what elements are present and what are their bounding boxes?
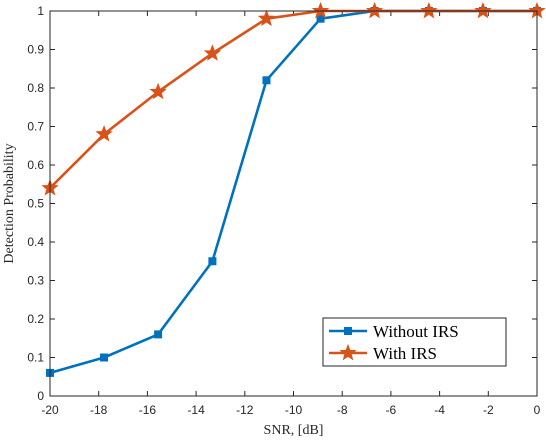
legend-label: Without IRS — [373, 322, 459, 341]
data-point — [203, 44, 222, 61]
y-axis-label: Detection Probability — [2, 143, 17, 263]
plot-frame — [49, 10, 538, 397]
y-tick-label: 0 — [37, 389, 44, 403]
data-point — [257, 9, 276, 27]
legend-label: With IRS — [373, 344, 437, 363]
x-tick-label: -20 — [41, 403, 59, 417]
legend: Without IRS With IRS — [322, 317, 507, 367]
y-tick-label: 0.2 — [27, 312, 44, 326]
x-tick-label: -2 — [483, 403, 494, 417]
data-point — [420, 1, 438, 19]
x-axis-label: SNR, [dB] — [264, 423, 324, 438]
x-tick-label: -18 — [90, 403, 108, 417]
y-tick-label: 0.9 — [27, 43, 44, 57]
y-tick-label: 0.7 — [27, 120, 44, 134]
legend-item: Without IRS — [329, 322, 459, 341]
legend-box — [322, 317, 507, 367]
legend-marker — [339, 343, 357, 361]
y-tick-label: 1 — [37, 4, 44, 18]
x-tick-label: -16 — [139, 403, 157, 417]
data-point — [311, 1, 330, 19]
y-tick-label: 0.6 — [27, 158, 44, 172]
data-point — [316, 14, 325, 23]
data-point — [365, 1, 384, 19]
x-tick-label: -10 — [285, 403, 303, 417]
y-tick-label: 0.4 — [27, 235, 44, 249]
data-point — [474, 1, 492, 19]
x-tick-label: -14 — [187, 403, 205, 417]
series-line — [49, 9, 537, 190]
y-tick-label: 0.3 — [27, 274, 44, 288]
x-tick-label: -6 — [386, 403, 397, 417]
data-point — [149, 82, 167, 100]
legend-item: With IRS — [329, 343, 437, 363]
data-point — [95, 125, 113, 142]
x-tick-label: -12 — [236, 403, 254, 417]
x-tick-label: -8 — [337, 403, 348, 417]
legend-marker — [344, 327, 352, 335]
tick-layer: -20 -18 -16 -14 -12 -10 -8 -6 -4 -2 000.10.20.30.4… — [27, 4, 540, 417]
y-tick-label: 0.8 — [27, 81, 44, 95]
y-tick-label: 0.1 — [27, 351, 44, 365]
x-tick-label: -4 — [434, 403, 445, 417]
data-point — [154, 330, 163, 339]
data-point — [262, 76, 271, 85]
y-tick-label: 0.5 — [27, 197, 44, 211]
x-tick-label: 0 — [534, 403, 541, 417]
data-point — [100, 353, 109, 362]
data-point — [208, 257, 217, 266]
series-with-irs — [41, 1, 546, 196]
